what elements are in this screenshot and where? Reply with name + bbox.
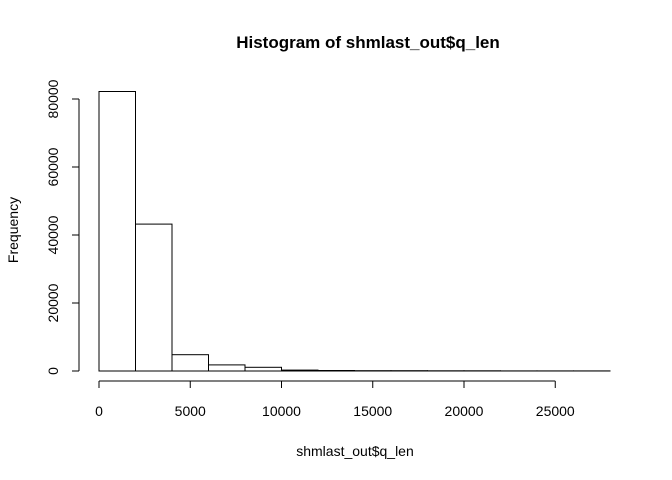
y-axis-label: Frequency: [5, 197, 21, 263]
y-tick-label-0: 0: [45, 367, 61, 375]
y-tick-label-4: 80000: [45, 79, 61, 118]
x-tick-label-0: 0: [95, 403, 103, 419]
x-axis: 0 5000 10000 15000 20000 25000: [95, 380, 575, 419]
histogram-bar-3: [208, 364, 246, 372]
histogram-bar-5: [281, 369, 319, 372]
histogram-bar-6: [317, 370, 355, 372]
x-tick-label-2: 10000: [262, 403, 301, 419]
bars-group: [98, 91, 611, 372]
y-tick-label-3: 60000: [45, 147, 61, 186]
histogram-bar-1: [135, 223, 173, 372]
x-axis-label: shmlast_out$q_len: [296, 443, 414, 459]
histogram-bar-0: [98, 91, 136, 372]
histogram-bar-4: [244, 366, 282, 372]
histogram-bar-2: [171, 354, 209, 372]
y-tick-label-1: 20000: [45, 283, 61, 322]
x-tick-label-1: 5000: [175, 403, 206, 419]
chart-title: Histogram of shmlast_out$q_len: [236, 33, 500, 52]
x-tick-label-4: 20000: [445, 403, 484, 419]
y-axis: 0 20000 40000 60000 80000: [45, 79, 80, 375]
y-tick-label-2: 40000: [45, 215, 61, 254]
x-tick-label-5: 25000: [536, 403, 575, 419]
x-tick-label-3: 15000: [353, 403, 392, 419]
